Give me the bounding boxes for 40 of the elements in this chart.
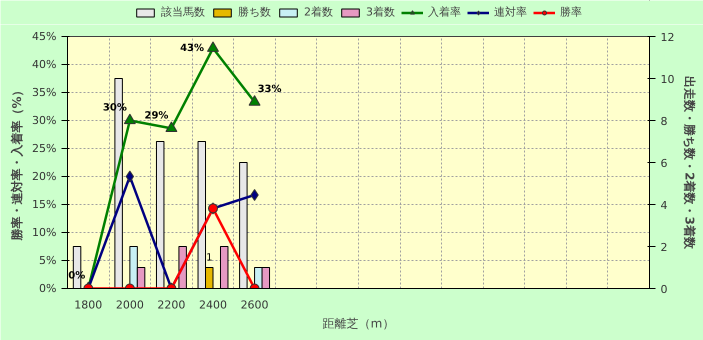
point	[207, 41, 219, 52]
y-tick-label: 30%	[32, 114, 57, 127]
y2-axis-title: 出走数・勝ち数・2着数・3着数	[682, 76, 696, 250]
point	[124, 114, 136, 124]
y-axis-title: 勝率・連対率・入着率（%）	[10, 84, 24, 242]
point	[248, 95, 261, 106]
legend-label: 連対率	[494, 4, 527, 20]
y2-tick-label: 10	[660, 73, 674, 86]
y-tick-label: 40%	[32, 58, 57, 71]
legend-label: 3着数	[366, 4, 395, 20]
x-tick-label: 2000	[116, 298, 144, 312]
legend-label: 該当馬数	[161, 4, 205, 20]
y2-tick-label: 12	[660, 31, 674, 44]
y2-tick-label: 0	[660, 283, 668, 296]
legend-label: 入着率	[428, 4, 461, 20]
x-tick-label: 2400	[199, 298, 228, 312]
y-tick-label: 45%	[32, 30, 57, 43]
y-tick-label: 20%	[32, 170, 57, 183]
point	[165, 121, 178, 132]
x-tick-label: 2600	[240, 298, 269, 312]
data-label: 43%	[180, 42, 204, 54]
y2-tick-label: 8	[660, 115, 668, 128]
y-tick-label: 15%	[32, 198, 57, 211]
y-tick-label: 5%	[39, 254, 56, 267]
x-axis-title: 距離芝（m）	[322, 316, 394, 330]
data-label: 1	[206, 252, 212, 264]
legend-label: 2着数	[304, 4, 333, 20]
y2-tick-label: 4	[660, 199, 668, 212]
y-tick-label: 35%	[32, 86, 57, 99]
x-tick-label: 1800	[74, 298, 102, 312]
legend-label: 勝ち数	[238, 4, 271, 20]
x-tick-label: 2200	[157, 298, 186, 312]
data-label: 33%	[258, 84, 282, 96]
y-tick-label: 0%	[39, 282, 56, 295]
y-tick-label: 25%	[32, 142, 57, 155]
data-label: 29%	[144, 110, 168, 122]
y2-tick-label: 6	[660, 157, 668, 170]
y2-tick-label: 2	[660, 241, 668, 254]
y-tick-label: 10%	[32, 226, 57, 239]
legend-label: 勝率	[560, 4, 582, 20]
